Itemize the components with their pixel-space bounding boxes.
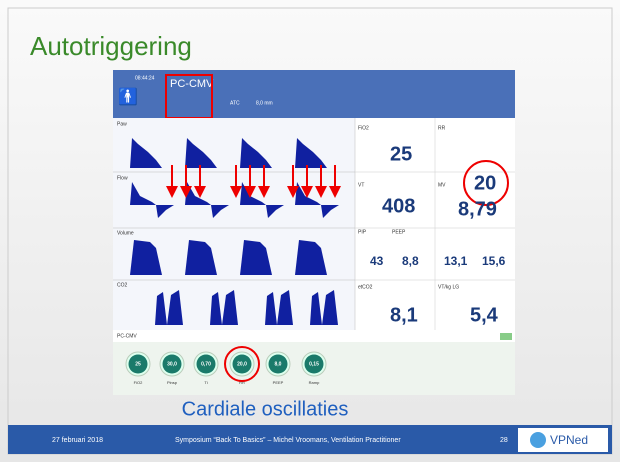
param-label: PEEP (392, 229, 406, 235)
knob-value: 8,0 (275, 361, 282, 367)
footer-page: 28 (500, 437, 508, 444)
title: Autotriggering (30, 31, 192, 61)
param-value: 8,8 (402, 254, 419, 268)
param-value: 15,6 (482, 254, 506, 268)
atc: ATC (230, 100, 240, 106)
param-label: VT (358, 182, 364, 188)
knob (268, 354, 288, 374)
mode-bar-label: PC-CMV (117, 333, 137, 339)
footer-date: 27 februari 2018 (52, 437, 103, 444)
footer-event: Symposium “Back To Basics” – Michel Vroo… (175, 437, 401, 444)
param-value: 25 (390, 143, 412, 165)
caption: Cardiale oscillaties (182, 398, 349, 420)
param-label: PIP (358, 229, 367, 235)
wave-label: Paw (117, 121, 127, 127)
highlight-circle (224, 346, 260, 382)
param-value: 8,79 (458, 198, 497, 220)
mode-bar (113, 330, 515, 342)
logo-text: VPNed (550, 433, 588, 447)
param-label: MV (438, 182, 446, 188)
params-panel: FiO2 25 RR 20 VT 408 MV 8,79 PIP PEEP 43… (355, 118, 515, 330)
param-value: 408 (382, 195, 415, 217)
knob-label: Ramp (309, 380, 320, 385)
wave-label: CO2 (117, 282, 128, 288)
header-bar (113, 70, 515, 118)
mode-button (500, 333, 512, 340)
knob-value: 0,15 (309, 361, 319, 367)
tube: 8,0 mm (256, 100, 273, 106)
knobs: 25 FiO2 30,0 Pinsp 0,70 Ti 20,0 RR 8,0 PEEP 0,15 Ra… (125, 351, 327, 385)
knob-value: 30,0 (167, 361, 177, 367)
knob-value: 20,0 (237, 361, 247, 367)
knob (162, 354, 182, 374)
knob (304, 354, 324, 374)
param-label: FiO2 (358, 125, 369, 131)
param-value: 43 (370, 254, 384, 268)
time: 08:44:24 (135, 75, 155, 81)
param-label: etCO2 (358, 284, 373, 290)
wave-dividers (113, 118, 356, 330)
logo-icon (530, 432, 546, 448)
param-label: VT/kg LG (438, 284, 459, 290)
knob-value: 25 (135, 361, 141, 367)
param-value: 8,1 (390, 304, 418, 326)
knob-label: Pinsp (167, 380, 178, 385)
footer-bar (8, 425, 612, 454)
red-arrows (166, 165, 341, 198)
knob-label: Ti (204, 380, 207, 385)
param-value: 5,4 (470, 304, 499, 326)
wave-label: Flow (117, 175, 128, 181)
knob (128, 354, 148, 374)
knob (232, 354, 252, 374)
knob (196, 354, 216, 374)
knob-value: 0,70 (201, 361, 211, 367)
param-value: 13,1 (444, 254, 468, 268)
highlight-circle (463, 160, 509, 206)
knob-label: RR (239, 380, 245, 385)
knob-label: FiO2 (134, 380, 143, 385)
mode: PC-CMV (170, 78, 214, 90)
knob-label: PEEP (273, 380, 284, 385)
param-value: 20 (474, 172, 496, 194)
ventilator-screen: 🚹 08:44:24 PC-CMV ATC 8,0 mm Paw Flow Vo… (113, 70, 515, 395)
person-icon: 🚹 (118, 87, 138, 106)
wave-label: Volume (117, 230, 134, 236)
param-label: RR (438, 125, 446, 131)
